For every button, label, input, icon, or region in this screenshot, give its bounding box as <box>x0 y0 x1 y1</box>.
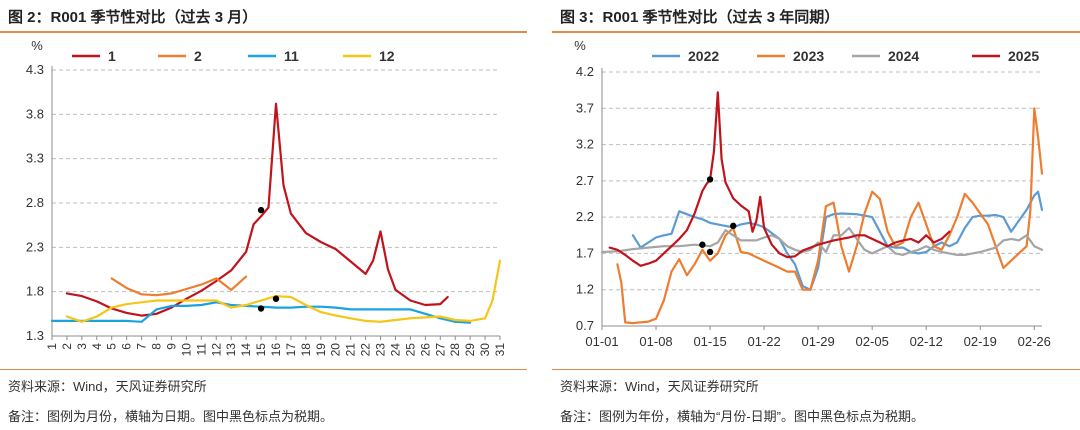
y-tick-label: 2.8 <box>26 195 44 210</box>
x-tick-label: 22 <box>359 343 373 357</box>
legend-label-12: 12 <box>379 48 395 64</box>
tax-date-point <box>272 295 280 302</box>
x-tick-label: 29 <box>463 343 477 357</box>
x-tick-label: 25 <box>403 343 417 357</box>
x-tick-label: 16 <box>269 343 283 357</box>
x-tick-label: 13 <box>224 343 238 357</box>
x-tick-label: 31 <box>493 343 507 357</box>
legend-label-2025: 2025 <box>1008 48 1039 64</box>
tax-date-point <box>699 241 706 248</box>
left-panel: 图 2：R001 季节性对比（过去 3 月） 1.3 1.8 2.3 2.8 3.3 3.… <box>0 0 527 430</box>
x-tick-label: 02-12 <box>910 334 943 349</box>
x-tick-label: 3 <box>75 343 89 350</box>
x-tick-label: 8 <box>150 343 164 350</box>
y-tick-label: 3.2 <box>576 137 594 152</box>
right-chart-title: 图 3：R001 季节性对比（过去 3 年同期） <box>560 9 840 26</box>
x-tick-label: 02-19 <box>964 334 997 349</box>
x-tick-label: 01-01 <box>585 334 618 349</box>
x-tick-label: 20 <box>329 343 343 357</box>
y-tick-label: 4.3 <box>26 62 44 77</box>
x-tick-label: 10 <box>179 343 193 357</box>
series-line-2 <box>110 275 248 297</box>
right-note-text: 备注：图例为年份，横轴为“月份-日期”。图中黑色标点为税期。 <box>560 409 924 424</box>
right-source-text: 资料来源：Wind，天风证券研究所 <box>560 379 759 394</box>
x-tick-label: 01-22 <box>747 334 780 349</box>
x-tick-label: 6 <box>120 343 134 350</box>
x-tick-label: 30 <box>478 343 492 357</box>
x-tick-label: 5 <box>105 343 119 350</box>
y-tick-label: 1.7 <box>576 245 594 260</box>
series-line-2025 <box>608 91 951 267</box>
series-line-2024 <box>600 226 1044 256</box>
series-line-12 <box>65 259 502 323</box>
y-axis-unit-label: % <box>31 38 43 53</box>
y-tick-label: 2.2 <box>576 209 594 224</box>
tax-date-point <box>706 176 714 183</box>
right-chart: 0.7 1.2 1.7 2.2 2.7 3.2 3.7 4.2% 01-01 01-08 01-15… <box>574 38 1051 349</box>
y-axis-unit-label: % <box>574 38 586 53</box>
legend-label-2022: 2022 <box>688 48 719 64</box>
x-tick-label: 01-08 <box>639 334 672 349</box>
tax-date-point <box>257 206 265 214</box>
legend-label-1: 1 <box>108 48 116 64</box>
x-tick-label: 02-05 <box>856 334 889 349</box>
series-line-2023 <box>616 107 1044 325</box>
x-tick-label: 2 <box>60 343 74 350</box>
left-chart-title: 图 2：R001 季节性对比（过去 3 月） <box>8 9 258 26</box>
x-tick-label: 9 <box>164 343 178 350</box>
x-tick-label: 12 <box>209 343 223 357</box>
x-tick-label: 11 <box>194 343 208 356</box>
x-tick-label: 02-26 <box>1018 334 1051 349</box>
legend-label-2: 2 <box>194 48 202 64</box>
x-tick-label: 18 <box>299 343 313 357</box>
x-tick-label: 15 <box>254 343 268 357</box>
y-tick-label: 3.7 <box>576 100 594 115</box>
y-tick-label: 1.8 <box>26 284 44 299</box>
x-tick-label: 23 <box>374 343 388 357</box>
y-tick-label: 1.3 <box>26 328 44 343</box>
tax-date-point <box>706 248 714 256</box>
left-source-text: 资料来源：Wind，天风证券研究所 <box>8 379 207 394</box>
x-tick-label: 26 <box>418 343 432 357</box>
y-tick-label: 0.7 <box>576 318 594 333</box>
x-tick-label: 28 <box>448 343 462 357</box>
x-tick-label: 27 <box>433 343 447 357</box>
y-tick-label: 3.8 <box>26 106 44 121</box>
x-tick-label: 4 <box>90 343 104 350</box>
x-tick-label: 1 <box>45 343 59 350</box>
x-tick-label: 17 <box>284 343 298 357</box>
legend-label-2024: 2024 <box>888 48 919 64</box>
right-panel: 图 3：R001 季节性对比（过去 3 年同期） 0.7 1.2 1.7 2.2 2.7… <box>552 0 1080 430</box>
y-tick-label: 2.3 <box>26 239 44 254</box>
tax-date-point <box>257 305 265 312</box>
legend-label-2023: 2023 <box>793 48 824 64</box>
x-tick-label: 19 <box>314 343 328 357</box>
left-note-text: 备注：图例为月份，横轴为日期。图中黑色标点为税期。 <box>8 409 334 424</box>
tax-date-point <box>730 222 737 230</box>
x-tick-label: 7 <box>135 343 149 350</box>
right-title-rule <box>552 31 1080 33</box>
y-tick-label: 1.2 <box>576 282 594 297</box>
y-tick-label: 3.3 <box>26 151 44 166</box>
right-footer-rule <box>552 369 1080 370</box>
left-chart: 1.31.82.32.83.33.84.3%1 2 3 4 5 6 7 8 9 10 11 12 13 1… <box>26 38 507 357</box>
y-tick-label: 2.7 <box>576 173 594 188</box>
x-tick-label: 14 <box>239 343 253 357</box>
x-tick-label: 21 <box>344 343 358 357</box>
legend-label-11: 11 <box>284 48 299 64</box>
x-tick-label: 24 <box>388 343 402 357</box>
left-footer-rule <box>0 369 527 370</box>
y-tick-label: 4.2 <box>576 64 594 79</box>
left-title-rule <box>0 31 527 33</box>
series-line-1 <box>65 102 449 317</box>
x-tick-label: 01-29 <box>802 334 835 349</box>
x-tick-label: 01-15 <box>693 334 726 349</box>
